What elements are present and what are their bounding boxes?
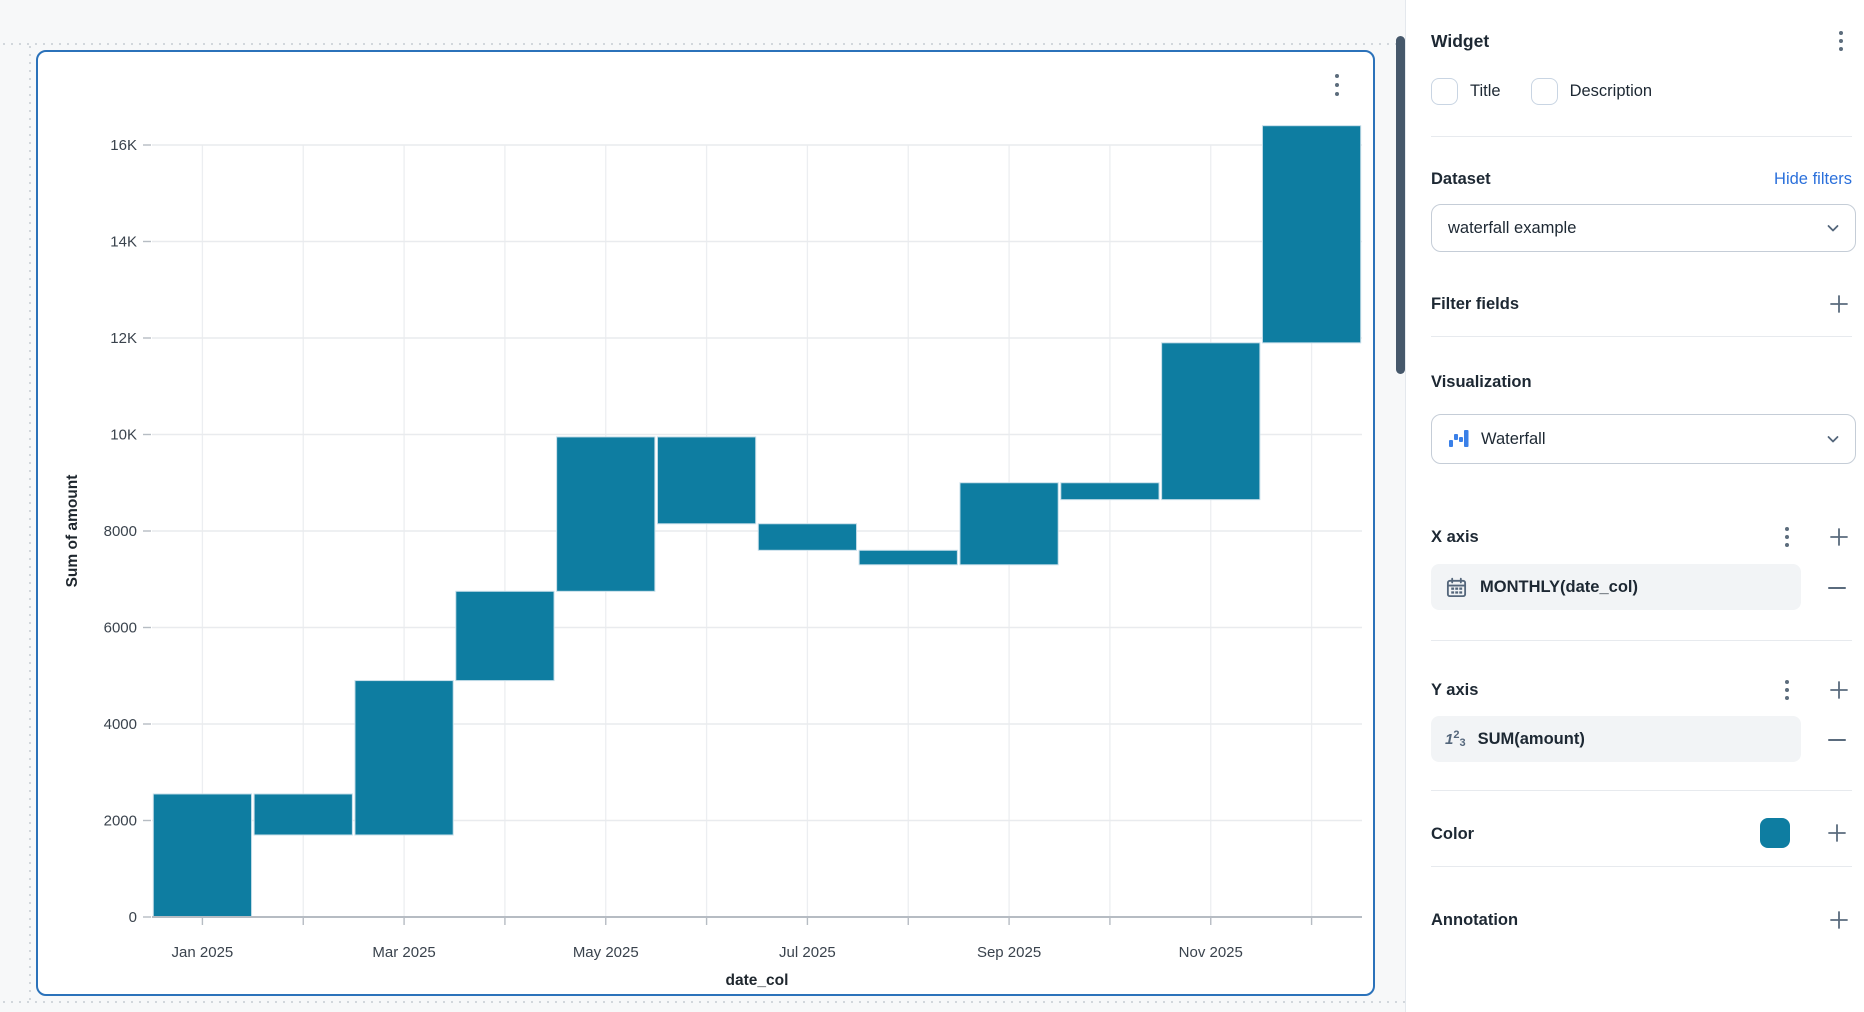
x-tick-label: Jan 2025 xyxy=(172,944,234,961)
y-tick-label: 4000 xyxy=(104,716,137,733)
plus-icon xyxy=(1830,911,1848,929)
plus-icon xyxy=(1828,824,1846,842)
add-annotation-button[interactable] xyxy=(1826,907,1852,933)
add-color-rule-button[interactable] xyxy=(1824,820,1850,846)
y-axis-title: Sum of amount xyxy=(64,475,81,588)
section-divider xyxy=(1431,866,1852,867)
y-axis-field-label: SUM(amount) xyxy=(1477,729,1585,748)
widget-panel-kebab-icon[interactable] xyxy=(1830,29,1852,53)
section-divider xyxy=(1431,790,1852,791)
add-x-axis-field-button[interactable] xyxy=(1826,524,1852,550)
widget-config-panel: Widget Title Description Dataset Hide fi… xyxy=(1405,0,1864,1012)
title-checkbox-label: Title xyxy=(1470,81,1501,100)
y-tick-label: 8000 xyxy=(104,523,137,540)
chart-widget-card[interactable]: 0 2000 4000 6000 8000 10K 12K 14K 16K Jan 2025 Mar… xyxy=(36,50,1375,996)
panel-scrollbar[interactable] xyxy=(1396,36,1405,374)
add-y-axis-field-button[interactable] xyxy=(1826,677,1852,703)
visualization-select[interactable]: Waterfall xyxy=(1431,414,1856,464)
waterfall-viz-icon xyxy=(1449,430,1469,447)
y-tick-label: 2000 xyxy=(104,813,137,830)
section-divider xyxy=(1431,136,1852,137)
x-tick-label: Sep 2025 xyxy=(977,944,1041,961)
color-swatch[interactable] xyxy=(1760,818,1790,848)
waterfall-bar-sep[interactable] xyxy=(959,482,1059,566)
remove-x-axis-field-button[interactable] xyxy=(1824,575,1850,601)
y-tick-label: 12K xyxy=(110,330,137,347)
waterfall-bar-feb[interactable] xyxy=(253,793,353,836)
title-checkbox-box[interactable] xyxy=(1431,77,1458,105)
canvas-grid-dots xyxy=(29,43,31,1001)
annotation-section-label: Annotation xyxy=(1431,910,1519,929)
panel-title: Widget xyxy=(1431,30,1490,51)
dataset-select-value: waterfall example xyxy=(1448,218,1577,237)
waterfall-bar-may[interactable] xyxy=(556,436,656,592)
waterfall-bar-jul[interactable] xyxy=(757,523,858,551)
remove-y-axis-field-button[interactable] xyxy=(1824,727,1850,753)
x-tick-label: May 2025 xyxy=(573,944,639,961)
plus-icon xyxy=(1830,295,1848,313)
visualization-section-label: Visualization xyxy=(1431,372,1532,391)
x-axis-field-pill[interactable]: MONTHLY(date_col) xyxy=(1431,564,1801,610)
waterfall-bar-aug[interactable] xyxy=(858,549,958,566)
x-tick-label: Mar 2025 xyxy=(372,944,435,961)
chevron-down-icon xyxy=(1827,436,1839,443)
x-axis-kebab-icon[interactable] xyxy=(1776,525,1798,549)
plus-icon xyxy=(1830,528,1848,546)
y-tick-label: 6000 xyxy=(104,620,137,637)
calendar-icon xyxy=(1446,577,1467,597)
waterfall-bar-apr[interactable] xyxy=(455,590,555,682)
section-divider xyxy=(1431,640,1852,641)
color-section-label: Color xyxy=(1431,824,1475,843)
y-tick-label: 0 xyxy=(129,909,137,926)
hide-filters-link[interactable]: Hide filters xyxy=(1774,169,1852,188)
description-checkbox[interactable]: Description xyxy=(1530,77,1653,105)
visualization-select-value: Waterfall xyxy=(1481,429,1546,448)
waterfall-bar-dec[interactable] xyxy=(1261,125,1362,344)
y-axis-kebab-icon[interactable] xyxy=(1776,678,1798,702)
section-divider xyxy=(1431,336,1852,337)
y-tick-label: 16K xyxy=(110,137,137,154)
description-checkbox-label: Description xyxy=(1569,81,1653,100)
description-checkbox-box[interactable] xyxy=(1530,77,1558,105)
minus-icon xyxy=(1828,739,1846,741)
y-axis-section-label: Y axis xyxy=(1431,680,1479,699)
x-axis-section-label: X axis xyxy=(1431,527,1479,546)
minus-icon xyxy=(1828,587,1846,589)
waterfall-bar-mar[interactable] xyxy=(354,680,454,836)
x-axis-title: date_col xyxy=(726,972,789,989)
x-tick-label: Jul 2025 xyxy=(779,944,836,961)
waterfall-bar-oct[interactable] xyxy=(1060,482,1160,501)
y-tick-label: 14K xyxy=(110,234,137,251)
x-tick-label: Nov 2025 xyxy=(1179,944,1243,961)
y-tick-label: 10K xyxy=(110,427,137,444)
chevron-down-icon xyxy=(1827,225,1839,232)
dataset-select[interactable]: waterfall example xyxy=(1431,204,1856,252)
dataset-section-label: Dataset xyxy=(1431,169,1491,188)
waterfall-bar-jan[interactable] xyxy=(152,793,253,918)
dashboard-canvas: 0 2000 4000 6000 8000 10K 12K 14K 16K Jan 2025 Mar… xyxy=(0,36,1405,1003)
add-filter-field-button[interactable] xyxy=(1826,291,1852,317)
chart-menu-kebab-icon[interactable] xyxy=(1327,68,1347,102)
canvas-grid-dots xyxy=(0,43,1405,45)
title-checkbox[interactable]: Title xyxy=(1431,77,1501,105)
waterfall-bar-jun[interactable] xyxy=(656,436,757,525)
waterfall-bar-nov[interactable] xyxy=(1161,342,1261,501)
plus-icon xyxy=(1830,681,1848,699)
filter-fields-section-label: Filter fields xyxy=(1431,294,1520,313)
canvas-grid-dots xyxy=(0,1001,1405,1003)
x-axis-field-label: MONTHLY(date_col) xyxy=(1480,577,1638,596)
waterfall-chart: 0 2000 4000 6000 8000 10K 12K 14K 16K Jan 2025 Mar… xyxy=(64,125,1362,989)
